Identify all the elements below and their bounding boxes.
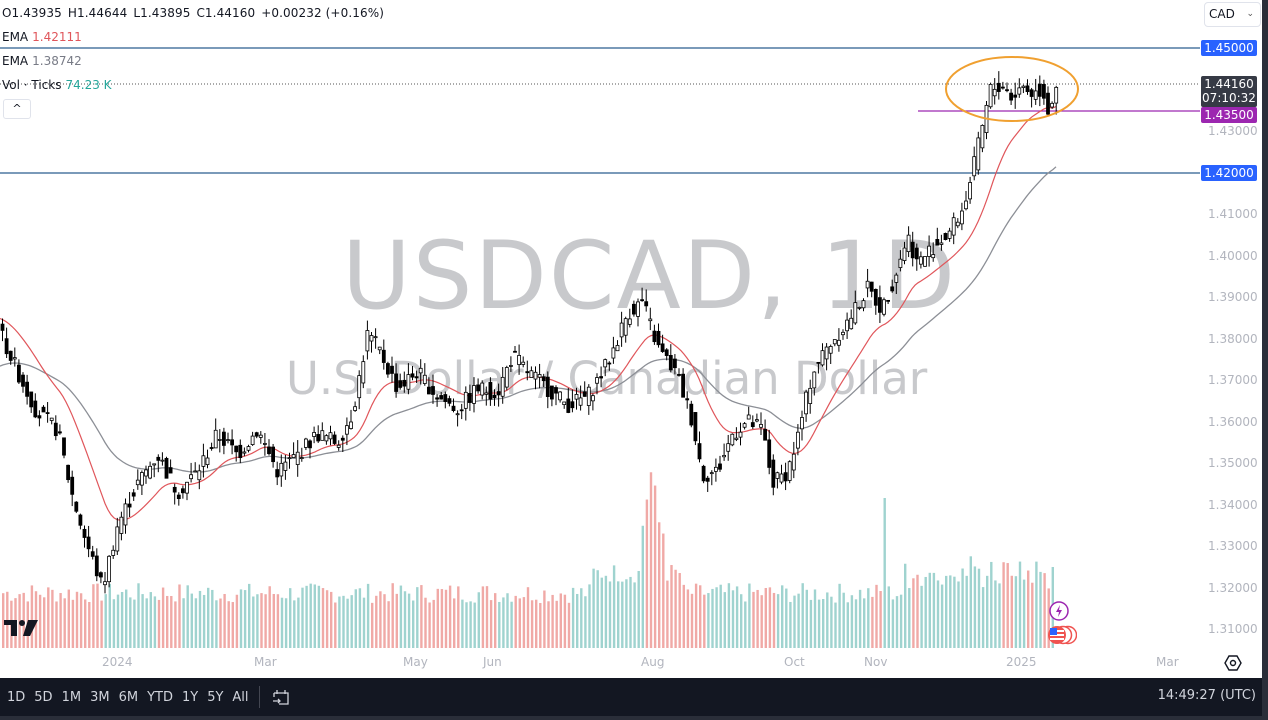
open-value: O1.43935: [2, 6, 62, 20]
ema-slow-value: 1.38742: [32, 54, 82, 68]
current-price-label: 1.44160 07:10:32: [1201, 76, 1257, 107]
bar-countdown: 07:10:32: [1202, 91, 1256, 105]
collapse-legend-button[interactable]: ^: [3, 99, 31, 119]
price-tick: 1.38000: [1208, 331, 1258, 346]
chart-settings-icon[interactable]: [1224, 654, 1242, 672]
ema-slow-label: EMA: [2, 54, 29, 68]
price-tick: 1.31000: [1208, 622, 1258, 636]
range-button-all[interactable]: All: [232, 689, 249, 705]
range-button-3m[interactable]: 3M: [90, 689, 110, 705]
price-tick: 1.41000: [1208, 207, 1258, 221]
price-tick: 1.37000: [1208, 373, 1258, 387]
date-tick: 2024: [102, 655, 133, 669]
date-tick: Nov: [864, 655, 888, 669]
range-button-5y[interactable]: 5Y: [207, 689, 224, 705]
date-tick: Mar: [1156, 655, 1179, 669]
bottom-toolbar: 1D 5D 1M 3M 6M YTD 1Y 5Y All 14:49:27 (UTC): [0, 678, 1262, 716]
range-buttons: 1D 5D 1M 3M 6M YTD 1Y 5Y All: [0, 690, 251, 705]
price-label-1-45: 1.45000: [1201, 40, 1257, 56]
currency-value: CAD: [1209, 7, 1235, 21]
chevron-up-icon: ^: [12, 102, 22, 115]
currency-select[interactable]: CAD ⌄: [1204, 2, 1261, 27]
ema-slow-legend[interactable]: EMA 1.38742: [2, 54, 82, 68]
price-tick: 1.33000: [1208, 539, 1258, 553]
date-tick: Jun: [483, 655, 502, 669]
volume-value: 74.23 K: [65, 78, 112, 92]
symbol-watermark: USDCAD, 1D: [342, 222, 958, 331]
price-tick: 1.34000: [1208, 497, 1258, 512]
utc-clock[interactable]: 14:49:27 (UTC): [1157, 688, 1256, 703]
price-tick: 1.40000: [1208, 248, 1258, 263]
change-value: +0.00232 (+0.16%): [261, 6, 384, 20]
volume-legend[interactable]: Vol · Ticks 74.23 K: [2, 78, 112, 92]
price-tick: 1.32000: [1208, 580, 1258, 595]
date-tick: May: [403, 655, 428, 669]
price-tick: 1.43000: [1208, 124, 1258, 138]
chart-pane[interactable]: USDCAD, 1D U.S. Dollar / Canadian Dollar…: [0, 0, 1262, 678]
current-price-value: 1.44160: [1204, 77, 1254, 91]
range-button-6m[interactable]: 6M: [118, 689, 139, 705]
range-button-ytd[interactable]: YTD: [147, 689, 173, 705]
range-button-1y[interactable]: 1Y: [181, 689, 199, 705]
price-chart[interactable]: [0, 0, 1262, 678]
ema-fast-value: 1.42111: [32, 30, 82, 44]
high-value: H1.44644: [67, 6, 128, 20]
date-tick: Aug: [641, 655, 665, 669]
ema-fast-legend[interactable]: EMA 1.42111: [2, 30, 82, 44]
date-tick: 2025: [1006, 655, 1037, 669]
toolbar-divider: [258, 686, 260, 708]
range-button-1d[interactable]: 1D: [7, 689, 26, 705]
price-tick: 1.35000: [1208, 456, 1258, 470]
ohlc-legend: O1.43935 H1.44644 L1.43895 C1.44160 +0.00232…: [2, 6, 390, 20]
range-button-1m[interactable]: 1M: [61, 689, 82, 705]
price-tick: 1.36000: [1208, 414, 1258, 429]
tradingview-logo-icon[interactable]: [4, 619, 38, 637]
ema-fast-label: EMA: [2, 30, 29, 44]
range-button-5d[interactable]: 5D: [34, 689, 53, 705]
lightning-icon[interactable]: [1049, 601, 1069, 621]
price-label-1-42: 1.42000: [1201, 165, 1257, 181]
price-tick: 1.39000: [1208, 290, 1258, 304]
us-flag-events-icon[interactable]: [1047, 625, 1077, 645]
price-label-1-435: 1.43500: [1201, 107, 1257, 123]
volume-label: Vol · Ticks: [2, 78, 62, 92]
window-edge-bottom: [0, 716, 1268, 720]
chevron-down-icon: ⌄: [1246, 9, 1254, 19]
close-value: C1.44160: [196, 6, 256, 20]
date-tick: Oct: [784, 655, 805, 669]
go-to-date-icon[interactable]: [270, 686, 292, 708]
date-tick: Mar: [254, 655, 277, 669]
low-value: L1.43895: [133, 6, 191, 20]
window-edge: [1262, 0, 1268, 720]
